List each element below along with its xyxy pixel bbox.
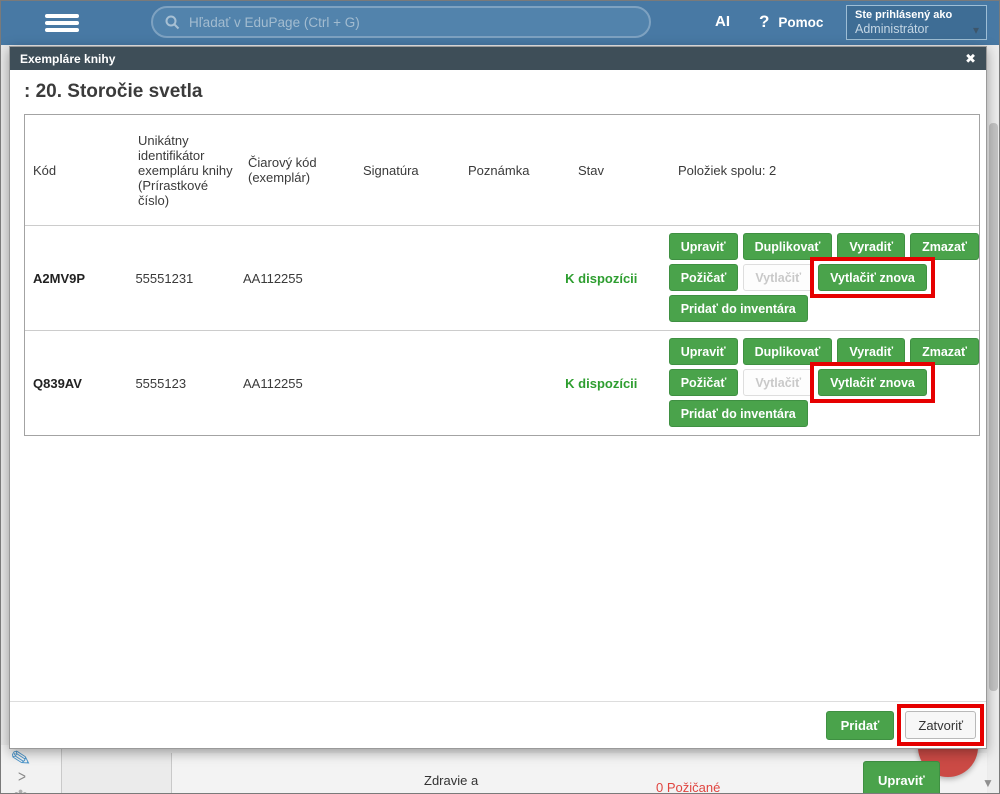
discard-button[interactable]: Vyradiť: [837, 233, 906, 260]
gear-icon[interactable]: ✽: [13, 787, 28, 793]
help-icon: ?: [759, 12, 770, 31]
user-role-label: Administrátor: [855, 22, 929, 36]
annotation-red-box: Zatvoriť: [897, 704, 984, 746]
search-icon: [165, 15, 180, 29]
menu-icon[interactable]: [45, 14, 79, 32]
background-table-panel: [171, 753, 987, 793]
cell-kod: A2MV9P: [33, 270, 86, 286]
discard-button[interactable]: Vyradiť: [837, 338, 906, 365]
help-button[interactable]: ? Pomoc: [759, 12, 823, 32]
print-button: Vytlačiť: [743, 369, 814, 396]
row-actions: Upraviť Duplikovať Vyradiť Zmazať Požiča…: [663, 331, 980, 431]
page-scrollbar[interactable]: ▼: [982, 45, 999, 793]
left-sidebar: ✎ > ✽: [1, 744, 62, 793]
lend-button[interactable]: Požičať: [668, 264, 739, 291]
status-badge: K dispozícii: [565, 375, 638, 391]
annotation-red-box: Vytlačiť znova: [810, 257, 935, 298]
col-kod: Kód: [33, 162, 57, 178]
chevron-down-icon: ▾: [972, 23, 979, 37]
duplicate-button[interactable]: Duplikovať: [742, 233, 833, 260]
scroll-down-arrow-icon[interactable]: ▼: [982, 776, 994, 790]
background-borrowed-link[interactable]: 0 Požičané: [656, 780, 721, 794]
cell-kod: Q839AV: [33, 375, 82, 391]
background-subject-text: Zdravie a: [424, 773, 479, 788]
modal-header: Exempláre knihy ✖: [10, 47, 986, 70]
cell-identifikator: 5555123: [135, 375, 187, 391]
delete-button[interactable]: Zmazať: [910, 233, 980, 260]
annotation-red-box: Vytlačiť znova: [810, 362, 935, 403]
add-to-inventory-button[interactable]: Pridať do inventára: [668, 295, 808, 322]
close-button[interactable]: Zatvoriť: [905, 711, 976, 739]
duplicate-button[interactable]: Duplikovať: [742, 338, 833, 365]
col-stav: Stav: [578, 162, 605, 178]
col-ciarovy-kod: Čiarový kód (exemplár): [248, 155, 317, 185]
status-badge: K dispozícii: [565, 270, 638, 286]
help-label: Pomoc: [778, 15, 824, 30]
print-again-button[interactable]: Vytlačiť znova: [818, 369, 927, 396]
table-row: Q839AV 5555123 AA112255 K dispozícii Upr…: [25, 330, 980, 435]
items-total-label: Položiek spolu: 2: [678, 162, 777, 178]
add-button[interactable]: Pridať: [825, 710, 895, 740]
user-menu[interactable]: Ste prihlásený ako Administrátor ▾: [846, 5, 987, 40]
sidebar-expand-icon[interactable]: >: [17, 767, 26, 786]
logged-in-as-label: Ste prihlásený ako: [855, 9, 953, 21]
modal-title: Exempláre knihy: [20, 51, 116, 66]
edit-button[interactable]: Upraviť: [668, 233, 738, 260]
scrollbar-thumb[interactable]: [989, 123, 998, 691]
cell-identifikator: 55551231: [135, 270, 194, 286]
page-background-strip: [1, 45, 9, 793]
background-edit-button[interactable]: Upraviť: [863, 761, 940, 793]
lend-button[interactable]: Požičať: [668, 369, 739, 396]
ai-button[interactable]: AI: [715, 13, 730, 30]
row-actions: Upraviť Duplikovať Vyradiť Zmazať Požiča…: [663, 226, 980, 326]
close-icon[interactable]: ✖: [965, 50, 976, 66]
table-header-row: Kód Unikátny identifikátor exempláru kni…: [25, 115, 979, 225]
cell-ciarovy-kod: AA112255: [242, 375, 303, 391]
add-to-inventory-button[interactable]: Pridať do inventára: [668, 400, 808, 427]
col-identifikator: Unikátny identifikátor exempláru knihy (…: [138, 132, 233, 208]
table-row: A2MV9P 55551231 AA112255 K dispozícii Up…: [25, 225, 980, 330]
edit-button[interactable]: Upraviť: [668, 338, 738, 365]
book-title: : 20. Storočie svetla: [24, 81, 203, 102]
book-copies-modal: Exempláre knihy ✖ : 20. Storočie svetla …: [9, 46, 987, 749]
print-again-button[interactable]: Vytlačiť znova: [818, 264, 927, 291]
search-placeholder: Hľadať v EduPage (Ctrl + G): [189, 14, 360, 30]
search-input[interactable]: Hľadať v EduPage (Ctrl + G): [151, 6, 651, 38]
col-poznamka: Poznámka: [468, 162, 530, 178]
book-copies-table: Kód Unikátny identifikátor exempláru kni…: [24, 114, 980, 436]
delete-button[interactable]: Zmazať: [910, 338, 980, 365]
col-signatura: Signatúra: [363, 162, 419, 178]
print-button: Vytlačiť: [743, 264, 814, 291]
topbar: Hľadať v EduPage (Ctrl + G) AI ? Pomoc S…: [1, 1, 999, 45]
cell-ciarovy-kod: AA112255: [242, 270, 303, 286]
modal-footer: Pridať Zatvoriť: [10, 701, 986, 748]
